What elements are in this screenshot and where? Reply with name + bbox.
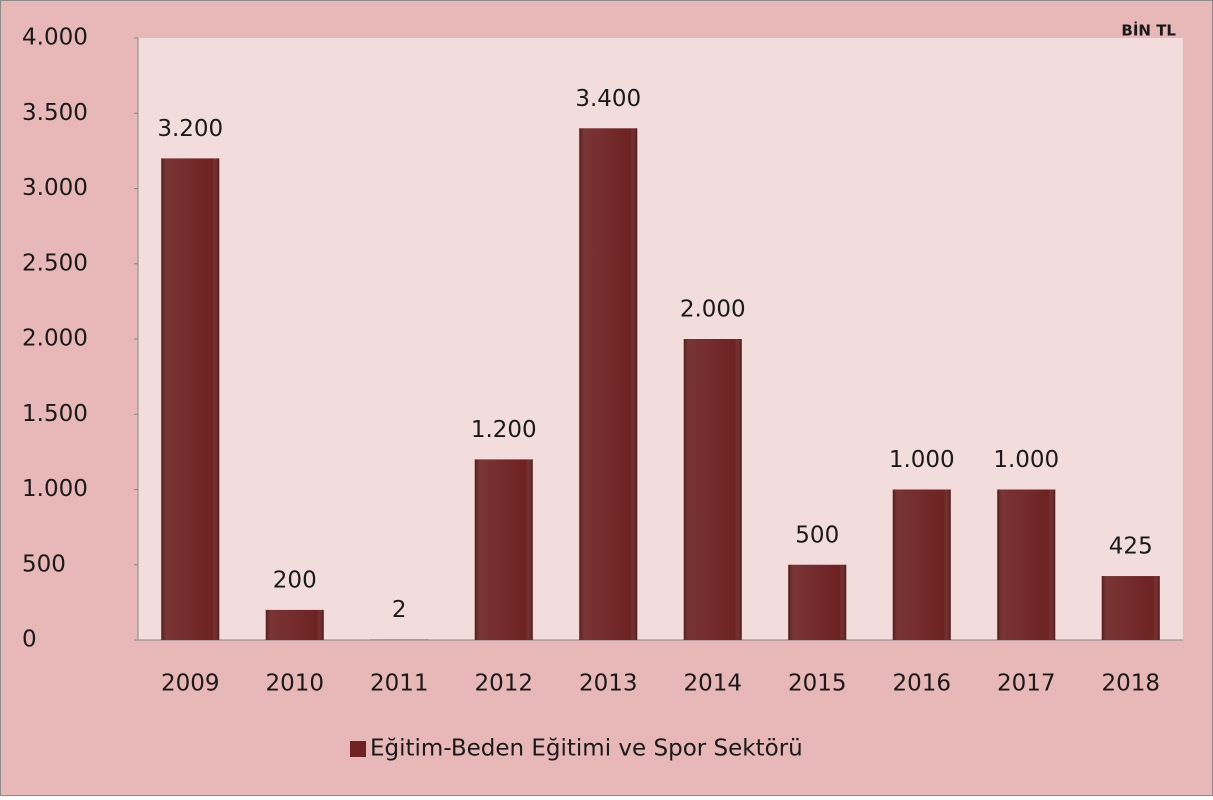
y-tick-label: 4.000: [22, 25, 88, 51]
bar-bevel: [997, 490, 1055, 641]
x-tick-label: 2010: [265, 671, 324, 697]
x-tick-label: 2015: [788, 671, 847, 697]
bar-bevel: [788, 565, 846, 640]
legend-label: Eğitim-Beden Eğitimi ve Spor Sektörü: [370, 736, 803, 762]
x-tick-label: 2009: [161, 671, 220, 697]
unit-label: BİN TL: [1121, 21, 1176, 40]
bar-bevel: [1102, 576, 1160, 640]
x-tick-label: 2012: [474, 671, 533, 697]
value-label: 200: [273, 567, 317, 593]
bar-bevel: [475, 459, 533, 640]
bar-bevel: [684, 339, 742, 640]
value-label: 2.000: [680, 297, 746, 323]
x-tick-label: 2011: [370, 671, 429, 697]
value-label: 2: [392, 597, 407, 623]
x-tick-label: 2017: [997, 671, 1056, 697]
bar-bevel: [161, 158, 219, 640]
y-tick-label: 3.500: [22, 100, 88, 126]
y-tick-label: 1.500: [22, 401, 88, 427]
x-tick-label: 2013: [579, 671, 638, 697]
value-label: 3.400: [575, 86, 641, 112]
value-label: 425: [1109, 534, 1153, 560]
value-label: 1.200: [471, 417, 537, 443]
y-tick-label: 1.000: [22, 476, 88, 502]
value-label: 1.000: [993, 447, 1059, 473]
value-label: 3.200: [157, 116, 223, 142]
x-tick-label: 2014: [683, 671, 742, 697]
value-label: 500: [795, 522, 839, 548]
x-tick-label: 2018: [1101, 671, 1160, 697]
bar-bevel: [579, 128, 637, 640]
y-tick-label: 500: [22, 551, 66, 577]
y-tick-label: 2.000: [22, 326, 88, 352]
x-tick-label: 2016: [892, 671, 951, 697]
y-tick-label: 3.000: [22, 175, 88, 201]
bar-bevel: [266, 610, 324, 640]
legend-swatch: [350, 741, 366, 757]
bar-bevel: [893, 490, 951, 641]
y-tick-label: 2.500: [22, 250, 88, 276]
y-tick-label: 0: [22, 627, 37, 653]
value-label: 1.000: [889, 447, 955, 473]
